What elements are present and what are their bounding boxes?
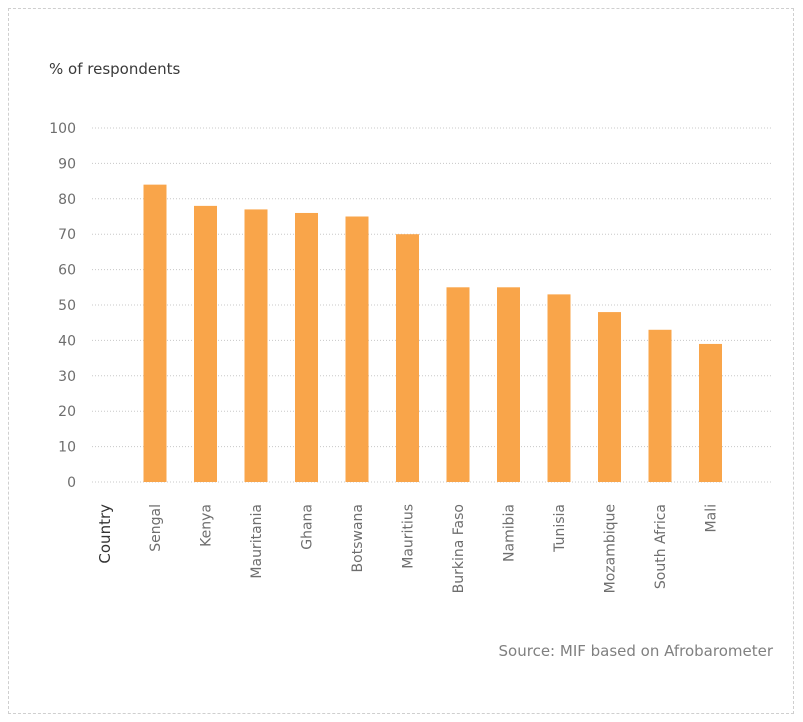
y-tick-label: 50	[58, 298, 76, 314]
x-tick-label: South Africa	[653, 504, 669, 589]
gridlines	[92, 127, 772, 483]
y-tick-label: 10	[58, 440, 76, 456]
x-tick-label: Mauritius	[401, 504, 417, 569]
bar	[396, 234, 419, 482]
y-tick-label: 80	[58, 192, 76, 208]
bar	[244, 209, 268, 483]
x-tick-label: Botswana	[350, 504, 366, 572]
x-tick-label: Kenya	[199, 504, 215, 547]
x-tick-label: Mali	[704, 504, 720, 532]
bar	[143, 184, 167, 482]
bar	[345, 216, 369, 482]
bar	[699, 343, 722, 482]
chart-frame	[8, 8, 794, 714]
bar	[598, 312, 621, 482]
x-tick-label: Sengal	[148, 504, 164, 552]
bar	[295, 212, 318, 482]
x-tick-label: Burkina Faso	[451, 504, 467, 593]
x-tick-label: Ghana	[300, 504, 316, 550]
y-tick-label: 70	[58, 227, 76, 243]
y-tick-label: 20	[58, 404, 76, 420]
y-tick-label: 90	[58, 156, 76, 172]
bar	[446, 287, 470, 482]
y-tick-label: 100	[49, 121, 76, 137]
y-tick-label: 40	[58, 333, 76, 349]
x-tick-labels: Sengal Kenya Mauritania Ghana Botswana Maurit…	[148, 504, 720, 593]
source-note: Source: MIF based on Afrobarometer	[498, 642, 773, 660]
x-tick-label: Tunisia	[552, 504, 568, 553]
bars	[143, 184, 722, 483]
y-axis-label: % of respondents	[49, 60, 181, 78]
x-tick-label: Namibia	[502, 504, 518, 562]
x-axis-label: Country	[96, 504, 114, 564]
bar	[497, 287, 520, 482]
y-tick-label: 60	[58, 263, 76, 279]
x-tick-label: Mauritania	[249, 504, 265, 579]
bar	[648, 329, 672, 482]
y-tick-label: 30	[58, 369, 76, 385]
y-tick-label: 0	[67, 475, 76, 491]
x-tick-label: Mozambique	[603, 504, 619, 593]
y-tick-labels: 0 10 20 30 40 50 60 70 80 90 100	[49, 121, 76, 491]
bar	[547, 294, 571, 482]
bar	[194, 205, 217, 482]
